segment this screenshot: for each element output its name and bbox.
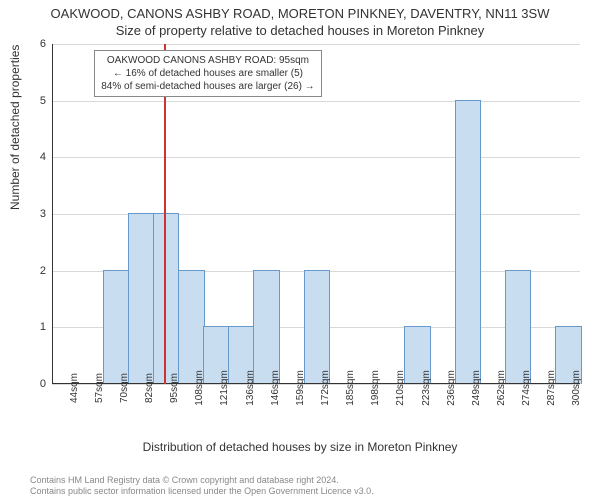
- histogram-bar: [505, 270, 532, 384]
- page-title: OAKWOOD, CANONS ASHBY ROAD, MORETON PINK…: [0, 0, 600, 21]
- annotation-line: OAKWOOD CANONS ASHBY ROAD: 95sqm: [101, 54, 314, 67]
- x-axis-line: [52, 383, 580, 384]
- x-tick-label: 249sqm: [471, 370, 482, 406]
- y-tick-label: 1: [40, 321, 46, 333]
- x-tick-label: 146sqm: [270, 370, 281, 406]
- y-tick-label: 6: [40, 38, 46, 50]
- annotation-box: OAKWOOD CANONS ASHBY ROAD: 95sqm← 16% of…: [94, 50, 321, 97]
- page-subtitle: Size of property relative to detached ho…: [0, 21, 600, 38]
- x-axis-label: Distribution of detached houses by size …: [0, 440, 600, 454]
- histogram-bar: [304, 270, 331, 384]
- y-tick-label: 3: [40, 208, 46, 220]
- y-tick-label: 5: [40, 95, 46, 107]
- footer-line-2: Contains public sector information licen…: [30, 486, 374, 498]
- x-tick-label: 223sqm: [421, 370, 432, 406]
- chart-container: OAKWOOD, CANONS ASHBY ROAD, MORETON PINK…: [0, 0, 600, 500]
- gridline: [52, 157, 580, 158]
- annotation-line: ← 16% of detached houses are smaller (5): [101, 67, 314, 80]
- plot-area: 012345644sqm57sqm70sqm82sqm95sqm108sqm12…: [52, 44, 580, 384]
- histogram-bar: [253, 270, 280, 384]
- gridline: [52, 44, 580, 45]
- y-axis-label: Number of detached properties: [8, 45, 22, 210]
- histogram-bar: [455, 100, 482, 384]
- x-tick-label: 172sqm: [320, 370, 331, 406]
- histogram-bar: [128, 213, 155, 384]
- y-axis-line: [52, 44, 53, 384]
- footer-line-1: Contains HM Land Registry data © Crown c…: [30, 475, 374, 487]
- annotation-line: 84% of semi-detached houses are larger (…: [101, 80, 314, 93]
- x-tick-label: 274sqm: [521, 370, 532, 406]
- y-tick-label: 0: [40, 378, 46, 390]
- x-tick-label: 44sqm: [69, 373, 80, 403]
- histogram-bar: [178, 270, 205, 384]
- histogram-bar: [103, 270, 130, 384]
- x-tick-label: 185sqm: [345, 370, 356, 406]
- footer-attribution: Contains HM Land Registry data © Crown c…: [30, 475, 374, 498]
- y-tick-label: 2: [40, 265, 46, 277]
- gridline: [52, 101, 580, 102]
- x-tick-label: 198sqm: [370, 370, 381, 406]
- x-tick-label: 300sqm: [571, 370, 582, 406]
- y-tick-label: 4: [40, 151, 46, 163]
